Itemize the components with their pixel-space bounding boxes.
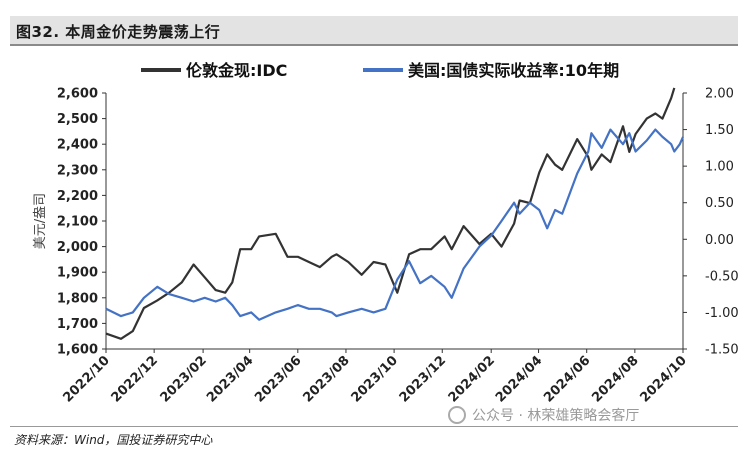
right-tick-label: -1.00 [705, 306, 739, 321]
left-tick-label: 2,000 [57, 240, 98, 255]
x-tick-label: 2024/02 [446, 353, 498, 405]
right-tick-label: 1.00 [705, 160, 734, 175]
left-tick-label: 1,600 [57, 343, 98, 358]
wechat-icon [448, 406, 466, 424]
x-tick-label: 2023/08 [300, 353, 352, 405]
x-tick-label: 2024/06 [541, 353, 593, 405]
right-tick-label: 2.00 [705, 87, 734, 102]
watermark: 公众号 · 林荣雄策略会客厅 [448, 405, 639, 425]
x-tick-label: 2022/10 [60, 353, 112, 405]
right-tick-label: -1.50 [705, 343, 739, 358]
x-tick-label: 2023/12 [397, 353, 449, 405]
right-tick-label: 0.50 [705, 196, 734, 211]
watermark-text: 公众号 · 林荣雄策略会客厅 [472, 408, 640, 424]
legend-yield-label: 美国:国债实际收益率:10年期 [408, 61, 619, 80]
bottom-rule [10, 426, 738, 427]
x-tick-label: 2023/02 [158, 353, 210, 405]
left-tick-label: 2,600 [57, 87, 98, 102]
left-tick-label: 2,300 [57, 163, 98, 178]
left-tick-label: 2,400 [57, 138, 98, 153]
x-tick-label: 2024/10 [637, 353, 689, 405]
legend-gold-label: 伦敦金现:IDC [186, 61, 287, 80]
right-tick-label: 0.00 [705, 233, 734, 248]
left-tick-label: 1,700 [57, 317, 98, 332]
left-tick-label: 2,100 [57, 215, 98, 230]
real-yield-line [105, 128, 685, 321]
x-tick-label: 2024/08 [589, 353, 641, 405]
x-tick-label: 2023/04 [204, 353, 256, 405]
source-note: 资料来源：Wind，国投证券研究中心 [14, 433, 213, 447]
x-tick-label: 2022/12 [109, 353, 161, 405]
right-tick-label: 1.50 [705, 123, 734, 138]
x-tick-label: 2023/06 [252, 353, 304, 405]
x-tick-label: 2024/04 [493, 353, 545, 405]
right-tick-label: -0.50 [705, 269, 739, 284]
left-tick-label: 1,900 [57, 266, 98, 281]
gold-price-line [105, 87, 676, 340]
left-axis-label: 美元/盎司 [33, 193, 48, 249]
title-rule [10, 44, 738, 46]
figure-title: 图32. 本周金价走势震荡上行 [16, 23, 221, 41]
left-tick-label: 1,800 [57, 291, 98, 306]
figure-title-bar: 图32. 本周金价走势震荡上行 [10, 16, 738, 44]
left-tick-label: 2,200 [57, 189, 98, 204]
left-tick-label: 2,500 [57, 112, 98, 127]
x-tick-label: 2023/10 [349, 353, 401, 405]
